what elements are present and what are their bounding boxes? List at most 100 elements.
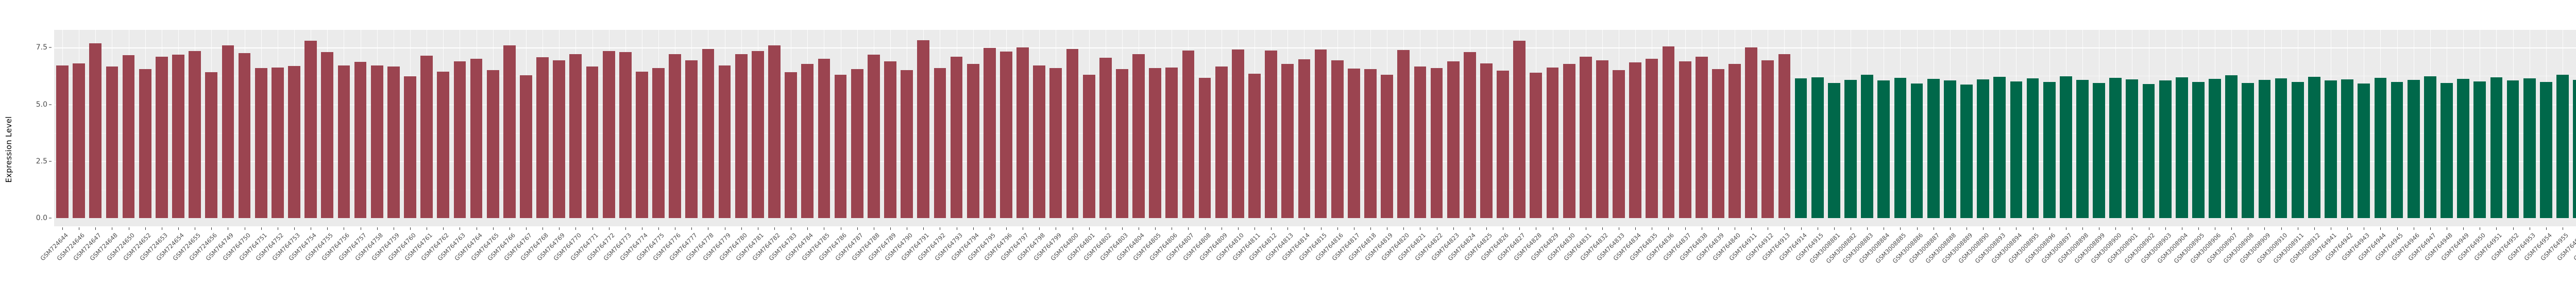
bar[interactable] — [321, 52, 334, 218]
bar[interactable] — [1844, 79, 1857, 218]
bar[interactable] — [702, 48, 715, 218]
bar[interactable] — [73, 63, 86, 218]
bar[interactable] — [470, 59, 483, 218]
bar[interactable] — [2407, 79, 2420, 218]
bar[interactable] — [586, 66, 599, 218]
bar[interactable] — [271, 67, 284, 218]
bar[interactable] — [851, 69, 863, 218]
bar[interactable] — [669, 54, 682, 218]
bar[interactable] — [139, 69, 151, 218]
bar[interactable] — [1397, 49, 1410, 218]
bar[interactable] — [867, 54, 880, 218]
bar[interactable] — [768, 45, 781, 218]
bar[interactable] — [1745, 47, 1758, 218]
bar[interactable] — [1033, 65, 1046, 218]
bar[interactable] — [1977, 79, 1989, 218]
bar[interactable] — [536, 57, 549, 218]
bar[interactable] — [453, 61, 466, 218]
bar[interactable] — [1579, 57, 1592, 218]
bar[interactable] — [1430, 68, 1443, 218]
bar[interactable] — [1596, 60, 1608, 218]
bar[interactable] — [1480, 63, 1493, 218]
bar[interactable] — [122, 55, 135, 218]
bar[interactable] — [2010, 81, 2023, 218]
bar[interactable] — [1248, 74, 1261, 218]
bar[interactable] — [1000, 52, 1012, 218]
bar[interactable] — [1778, 54, 1791, 218]
bar[interactable] — [1099, 58, 1112, 218]
bar[interactable] — [1347, 68, 1360, 218]
bar[interactable] — [2109, 77, 2122, 218]
bar[interactable] — [619, 52, 632, 218]
bar[interactable] — [1894, 77, 1907, 218]
bar[interactable] — [2175, 77, 2188, 218]
bar[interactable] — [1215, 66, 1228, 218]
bar[interactable] — [1513, 41, 1526, 218]
bar[interactable] — [486, 70, 499, 218]
bar[interactable] — [1943, 80, 1956, 218]
bar[interactable] — [288, 65, 300, 218]
bar[interactable] — [685, 60, 698, 218]
bar[interactable] — [2539, 82, 2552, 218]
bar[interactable] — [2225, 75, 2238, 218]
bar[interactable] — [1794, 78, 1807, 218]
bar[interactable] — [1198, 78, 1211, 218]
bar[interactable] — [1728, 64, 1741, 218]
bar[interactable] — [801, 64, 814, 218]
bar[interactable] — [255, 68, 267, 218]
bar[interactable] — [2043, 82, 2056, 218]
bar[interactable] — [1629, 62, 1642, 218]
bar[interactable] — [2291, 82, 2304, 218]
bar[interactable] — [967, 64, 979, 218]
bar[interactable] — [1364, 69, 1377, 218]
bar[interactable] — [1082, 75, 1095, 218]
bar[interactable] — [602, 51, 615, 218]
bar[interactable] — [2556, 75, 2569, 218]
bar[interactable] — [718, 65, 731, 218]
bar[interactable] — [2358, 84, 2370, 218]
bar[interactable] — [1530, 72, 1543, 218]
bar[interactable] — [751, 51, 764, 218]
bar[interactable] — [1679, 61, 1691, 218]
bar[interactable] — [2457, 79, 2469, 218]
bar[interactable] — [569, 54, 582, 218]
bar[interactable] — [1646, 59, 1658, 218]
bar[interactable] — [2159, 80, 2172, 218]
bar[interactable] — [884, 61, 896, 218]
bar[interactable] — [652, 68, 665, 218]
bar[interactable] — [2325, 80, 2337, 218]
bar[interactable] — [934, 68, 946, 218]
bar[interactable] — [1546, 68, 1559, 218]
bar[interactable] — [1116, 69, 1128, 218]
bar[interactable] — [1447, 61, 1460, 218]
bar[interactable] — [950, 57, 963, 218]
bar[interactable] — [1827, 82, 1840, 218]
bar[interactable] — [1463, 52, 1476, 218]
bar[interactable] — [1314, 49, 1327, 218]
bar[interactable] — [2573, 79, 2576, 218]
bar[interactable] — [2258, 79, 2271, 218]
bar[interactable] — [2242, 82, 2255, 218]
bar[interactable] — [2490, 77, 2503, 218]
bar[interactable] — [2076, 79, 2089, 218]
bar[interactable] — [2341, 79, 2354, 218]
bar[interactable] — [89, 43, 102, 218]
bar[interactable] — [1265, 50, 1278, 218]
bar[interactable] — [1049, 68, 1062, 218]
bar[interactable] — [238, 53, 251, 218]
bar[interactable] — [2391, 81, 2403, 218]
bar[interactable] — [1613, 70, 1625, 218]
bar[interactable] — [156, 57, 168, 218]
bar[interactable] — [222, 45, 234, 218]
bar[interactable] — [1960, 84, 1973, 218]
bar[interactable] — [1662, 46, 1675, 218]
bar[interactable] — [503, 45, 516, 218]
bar[interactable] — [983, 48, 996, 218]
bar[interactable] — [2374, 77, 2387, 218]
bar[interactable] — [1149, 68, 1162, 218]
bar[interactable] — [2473, 81, 2486, 218]
bar[interactable] — [172, 54, 184, 218]
bar[interactable] — [1712, 69, 1724, 218]
bar[interactable] — [354, 62, 367, 218]
bar[interactable] — [2308, 76, 2320, 218]
